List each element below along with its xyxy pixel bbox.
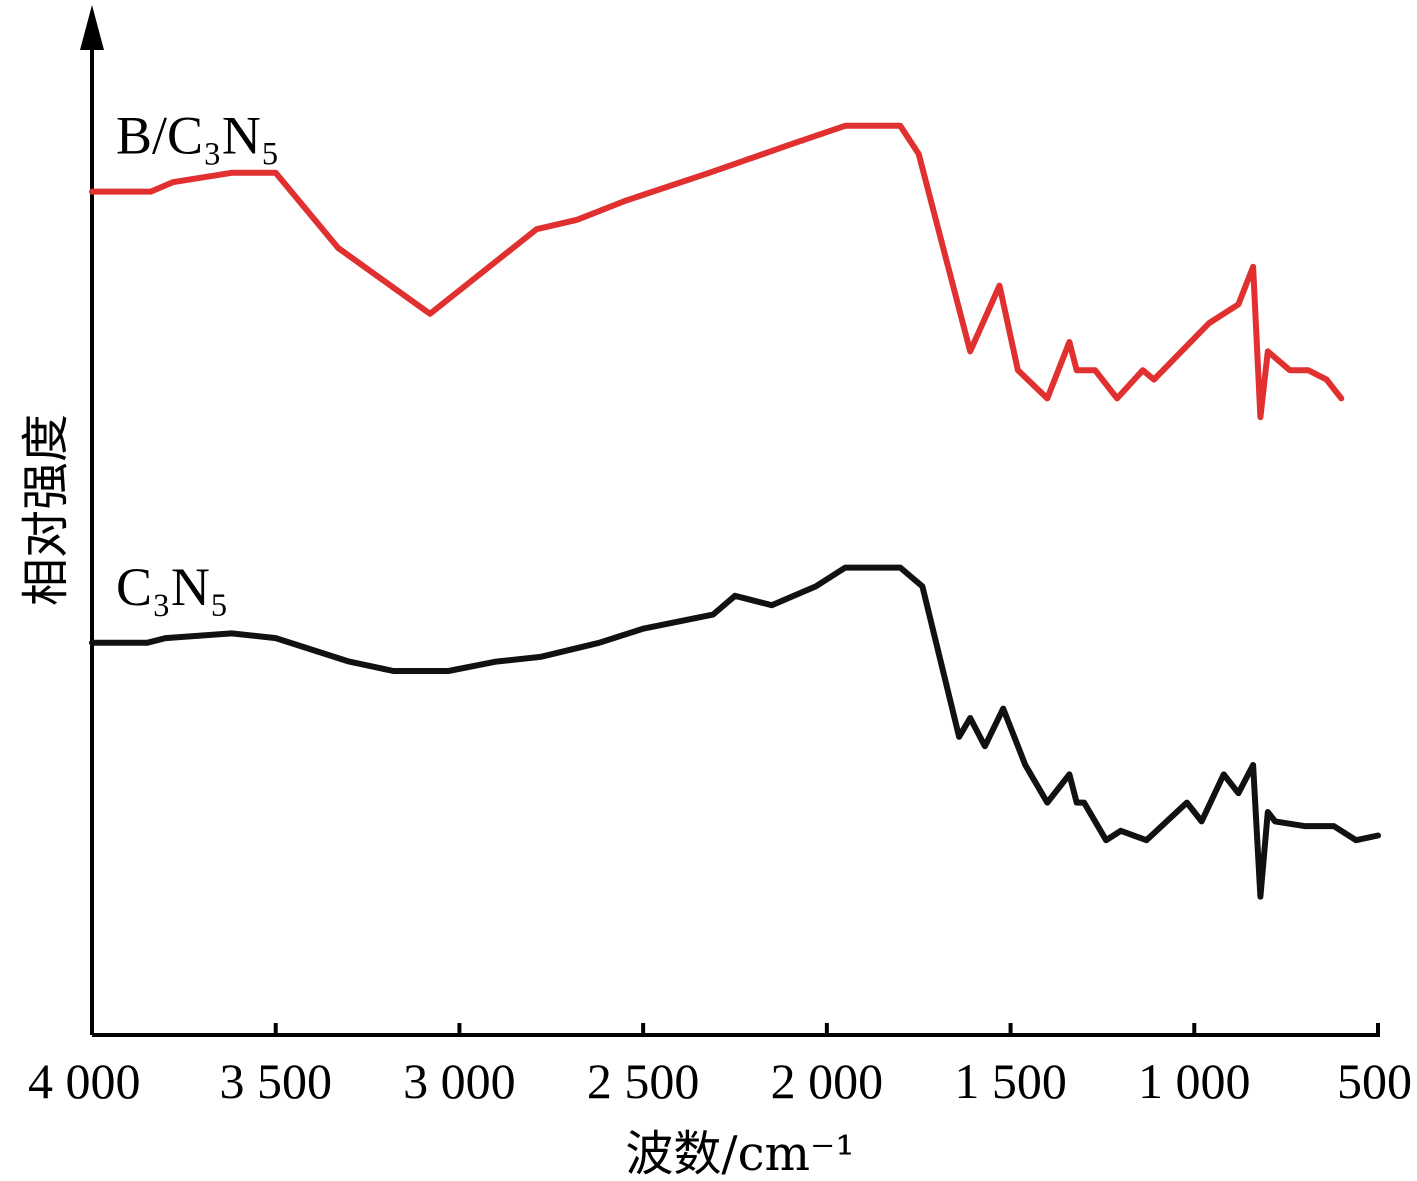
x-tick-label: 1 000 [1138,1053,1251,1109]
x-tick-label: 3 500 [219,1053,332,1109]
x-ticks: 4 000 3 500 3 000 2 500 2 000 1 500 1 000 500 [28,1023,1412,1109]
x-tick-label: 3 000 [403,1053,516,1109]
x-tick-label: 1 500 [954,1053,1067,1109]
x-tick-label: 2 000 [771,1053,884,1109]
series-line-c3n5 [89,564,1381,900]
series-label: C₃N₅ [116,557,229,617]
series-group [89,122,1381,900]
x-tick-label: 2 500 [587,1053,700,1109]
y-axis-title: 相对强度 [18,414,74,606]
series-line-b-c3n5 [89,122,1345,421]
x-axis-title: 波数/cm⁻¹ [625,1126,854,1181]
series-labels: B/C₃N₅ C₃N₅ [116,106,280,617]
y-axis-arrow [80,5,104,50]
x-tick-label: 500 [1337,1053,1412,1109]
x-tick-label: 4 000 [28,1053,141,1109]
series-label: B/C₃N₅ [116,106,280,166]
axes [80,5,1380,1037]
